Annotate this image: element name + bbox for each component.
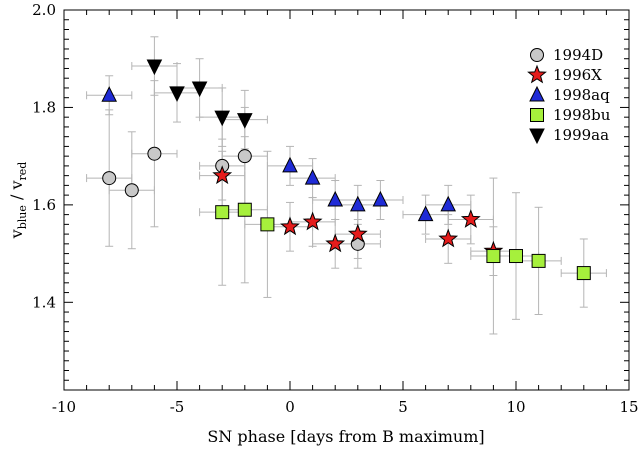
data-point-1996X	[212, 165, 233, 185]
y-axis-label: vblue / vred	[7, 162, 29, 240]
legend-marker-1998bu	[530, 108, 544, 122]
data-point-1998aq	[327, 190, 344, 207]
data-point-1998bu	[215, 205, 230, 220]
data-point-1996X	[280, 216, 300, 236]
x-tick-label: 15	[619, 398, 638, 416]
data-point-1998aq	[372, 190, 389, 207]
data-markers	[101, 59, 591, 281]
legend-label-1998aq: 1998aq	[553, 86, 610, 104]
y-axis-label-v1: v	[7, 229, 26, 239]
plot-frame	[63, 9, 630, 391]
data-point-1999aa	[169, 86, 185, 102]
y-tick-label: 1.4	[32, 293, 56, 311]
legend-label-1996X: 1996X	[553, 66, 602, 84]
y-axis-label-sub2: red	[16, 162, 29, 181]
data-point-1998bu	[576, 266, 591, 281]
legend-marker-1998aq	[529, 85, 545, 102]
y-tick-label: 1.6	[32, 196, 56, 214]
data-point-1994D	[102, 171, 117, 186]
data-point-1998aq	[440, 195, 457, 212]
y-tick-label: 2.0	[32, 1, 56, 19]
x-tick-label: 10	[506, 398, 525, 416]
data-point-1999aa	[146, 59, 163, 76]
data-point-1999aa	[191, 81, 208, 98]
data-point-1998bu	[531, 253, 546, 268]
data-point-1994D	[124, 183, 139, 198]
x-tick-label: -10	[52, 398, 76, 416]
data-point-1996X	[460, 209, 481, 228]
legend-marker-1996X	[527, 64, 547, 84]
tick-labels: -10 -5 0 5 10 15 1.4 1.6 1.8 2.0	[32, 1, 638, 416]
legend-marker-1994D	[530, 48, 544, 62]
y-tick-label: 1.8	[32, 98, 56, 116]
data-point-1998aq	[349, 195, 366, 212]
error-bars	[86, 36, 607, 335]
legend: 1994D 1996X 1998aq 1998bu 1999aa	[527, 46, 611, 145]
axis-ticks	[63, 9, 630, 391]
data-point-1996X	[438, 228, 459, 248]
x-tick-label: 5	[398, 398, 408, 416]
legend-marker-1999aa	[529, 128, 545, 145]
y-axis-label-sep: / v	[7, 181, 26, 206]
data-point-1998aq	[304, 168, 321, 185]
data-point-1998bu	[260, 217, 275, 232]
data-point-1996X	[302, 211, 323, 231]
data-point-1998aq	[282, 156, 298, 173]
data-point-1994D	[147, 146, 162, 161]
data-point-1994D	[237, 149, 252, 164]
legend-label-1999aa: 1999aa	[553, 126, 609, 144]
data-point-1998bu	[509, 249, 523, 264]
data-point-1999aa	[214, 110, 231, 127]
x-tick-label: 0	[285, 398, 295, 416]
legend-label-1994D: 1994D	[553, 46, 603, 64]
y-axis-label-sub1: blue	[16, 205, 29, 229]
data-point-1999aa	[236, 113, 253, 129]
data-point-1996X	[347, 223, 368, 243]
x-axis-label: SN phase [days from B maximum]	[207, 427, 484, 446]
data-point-1998aq	[417, 205, 434, 222]
data-point-1998bu	[486, 249, 501, 264]
data-point-1996X	[325, 233, 346, 253]
data-point-1998bu	[237, 202, 252, 217]
legend-label-1998bu: 1998bu	[553, 106, 611, 124]
x-tick-label: -5	[170, 398, 185, 416]
data-point-1998aq	[101, 86, 118, 102]
